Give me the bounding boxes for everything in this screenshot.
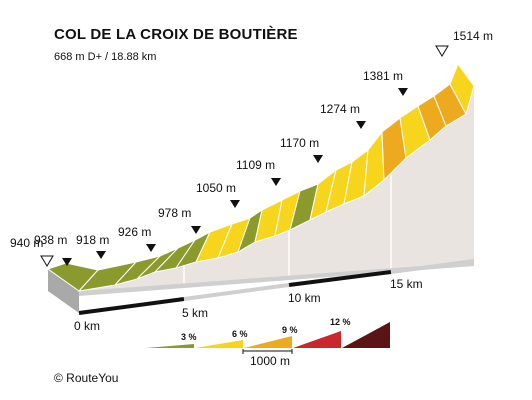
- altitude-labels: 940 m 938 m 918 m 926 m 978 m 1050 m 110…: [10, 29, 493, 250]
- legend-swatch-red: [293, 331, 341, 348]
- distance-label: 5 km: [182, 306, 208, 320]
- altitude-markers: [40, 45, 449, 267]
- profile-start-block-front: [48, 269, 79, 313]
- altitude-label: 1109 m: [236, 158, 275, 172]
- distance-label: 0 km: [74, 319, 100, 333]
- altitude-label: 1381 m: [363, 69, 403, 83]
- marker-1170: [313, 155, 323, 163]
- altitude-label: 1170 m: [280, 136, 319, 150]
- altitude-label: 940 m: [10, 236, 43, 250]
- copyright-notice: © RouteYou: [54, 371, 119, 385]
- altitude-label: 978 m: [158, 206, 191, 220]
- marker-978: [191, 226, 201, 234]
- distance-labels: 0 km 5 km 10 km 15 km: [74, 277, 423, 333]
- altitude-label: 918 m: [76, 233, 109, 247]
- marker-1381: [398, 88, 408, 96]
- marker-1050: [230, 200, 240, 208]
- distance-ruler: [78, 259, 475, 315]
- summit-marker: [435, 45, 449, 57]
- marker-926: [146, 244, 156, 252]
- marker-918: [96, 251, 106, 259]
- legend-scale-label: 1000 m: [250, 354, 290, 368]
- legend-swatch-yellow: [195, 340, 243, 348]
- distance-label: 10 km: [288, 291, 321, 305]
- altitude-label: 926 m: [118, 225, 151, 239]
- distance-label: 15 km: [390, 277, 423, 291]
- legend-grade-label: 12 %: [330, 317, 351, 327]
- legend-grade-label: 9 %: [282, 325, 298, 335]
- altitude-label: 938 m: [34, 233, 67, 247]
- legend-swatch-olive: [146, 344, 194, 348]
- altitude-label: 1514 m: [453, 29, 493, 43]
- profile-side-wall: [79, 86, 474, 291]
- legend-grade-label: 3 %: [181, 332, 197, 342]
- legend-swatch-orange: [244, 336, 292, 348]
- altitude-label: 1274 m: [320, 102, 360, 116]
- altitude-label: 1050 m: [196, 181, 236, 195]
- legend-swatch-darkred: [342, 322, 390, 348]
- grade-legend: 3 % 6 % 9 % 12 % 1000 m: [146, 317, 390, 368]
- marker-938: [62, 258, 72, 266]
- profile-subtitle: 668 m D+ / 18.88 km: [54, 51, 157, 63]
- marker-1274: [356, 121, 366, 129]
- legend-grade-label: 6 %: [232, 329, 248, 339]
- profile-title: COL DE LA CROIX DE BOUTIÈRE: [54, 26, 298, 43]
- gradient-strip: [46, 62, 475, 292]
- start-marker: [40, 255, 54, 267]
- marker-1109: [271, 178, 281, 186]
